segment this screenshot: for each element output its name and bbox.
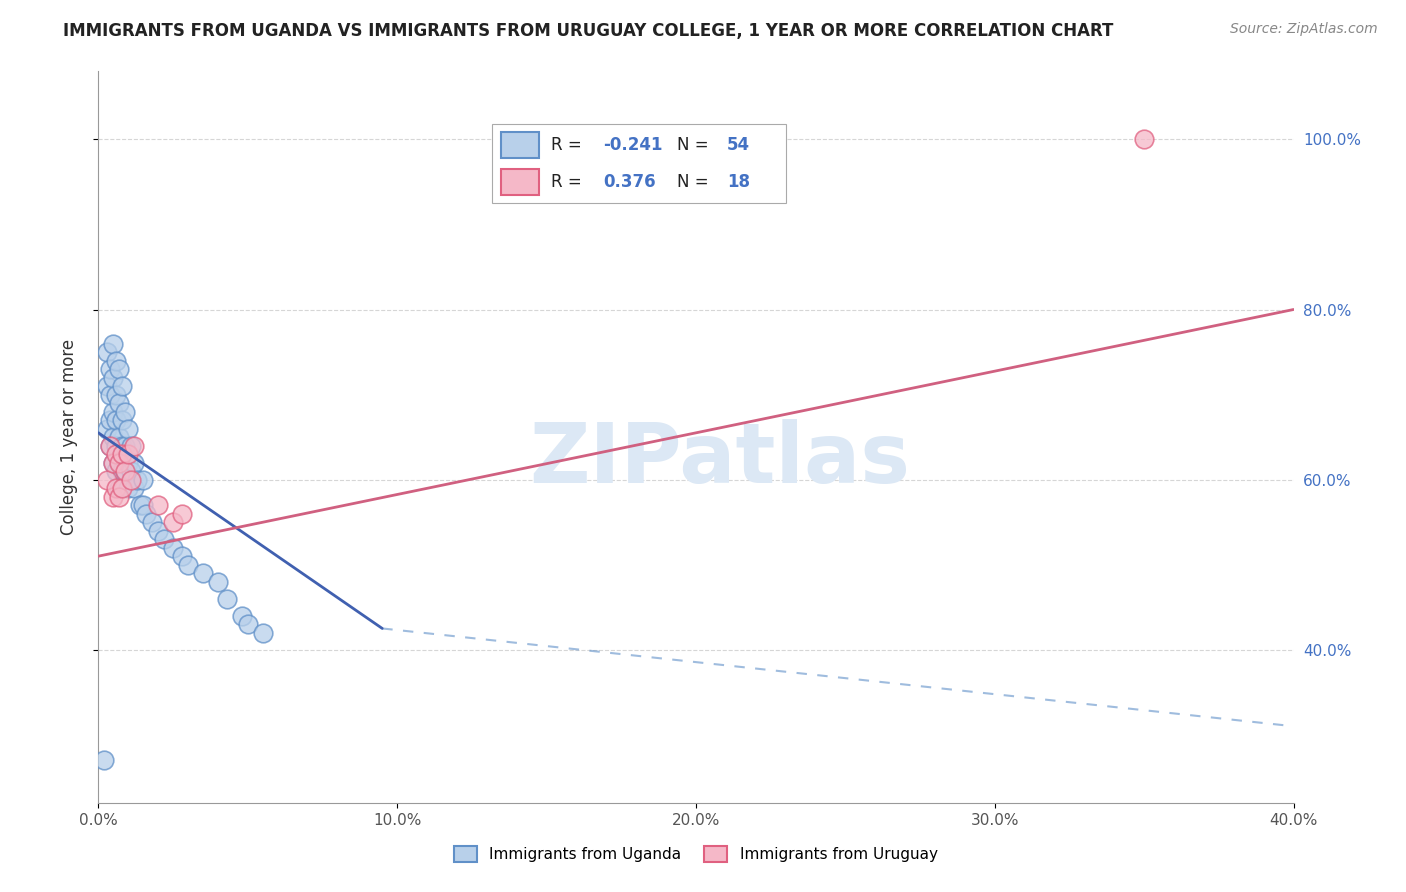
FancyBboxPatch shape — [501, 132, 538, 158]
Point — [120, 439, 142, 453]
Point — [108, 396, 131, 410]
Point — [124, 456, 146, 470]
Point — [105, 464, 128, 478]
Point — [172, 507, 194, 521]
Point — [108, 456, 131, 470]
Point — [120, 464, 142, 478]
Point — [98, 439, 122, 453]
Point — [111, 439, 134, 453]
Point — [236, 617, 259, 632]
Point — [108, 456, 131, 470]
Point — [124, 481, 146, 495]
Legend: Immigrants from Uganda, Immigrants from Uruguay: Immigrants from Uganda, Immigrants from … — [449, 840, 943, 868]
Point — [105, 439, 128, 453]
Point — [111, 379, 134, 393]
Point — [111, 413, 134, 427]
Point — [111, 464, 134, 478]
Point — [129, 498, 152, 512]
Point — [117, 481, 139, 495]
Text: N =: N = — [678, 136, 714, 154]
Point — [108, 362, 131, 376]
Text: R =: R = — [551, 173, 586, 191]
Point — [105, 413, 128, 427]
Point — [172, 549, 194, 563]
Point — [120, 473, 142, 487]
Text: 54: 54 — [727, 136, 751, 154]
Text: ZIPatlas: ZIPatlas — [530, 418, 910, 500]
Point — [111, 481, 134, 495]
Point — [96, 345, 118, 359]
Point — [103, 490, 125, 504]
Point — [252, 625, 274, 640]
Point — [1133, 132, 1156, 146]
Point — [105, 387, 128, 401]
Point — [148, 498, 170, 512]
Point — [105, 447, 128, 461]
Point — [98, 413, 122, 427]
Point — [108, 430, 131, 444]
Point — [98, 439, 122, 453]
Point — [127, 473, 149, 487]
Point — [117, 421, 139, 435]
Text: R =: R = — [551, 136, 586, 154]
Point — [124, 439, 146, 453]
Point — [114, 464, 136, 478]
Text: 0.376: 0.376 — [603, 173, 657, 191]
Point — [103, 336, 125, 351]
Text: IMMIGRANTS FROM UGANDA VS IMMIGRANTS FROM URUGUAY COLLEGE, 1 YEAR OR MORE CORREL: IMMIGRANTS FROM UGANDA VS IMMIGRANTS FRO… — [63, 22, 1114, 40]
Point — [103, 370, 125, 384]
Point — [108, 481, 131, 495]
Y-axis label: College, 1 year or more: College, 1 year or more — [59, 339, 77, 535]
Point — [135, 507, 157, 521]
Text: N =: N = — [678, 173, 714, 191]
Point — [96, 379, 118, 393]
Point — [162, 541, 184, 555]
Point — [207, 574, 229, 589]
Point — [231, 608, 253, 623]
Text: Source: ZipAtlas.com: Source: ZipAtlas.com — [1230, 22, 1378, 37]
Point — [98, 362, 122, 376]
Point — [96, 473, 118, 487]
Point — [117, 447, 139, 461]
FancyBboxPatch shape — [492, 124, 786, 203]
Point — [93, 753, 115, 767]
Point — [114, 464, 136, 478]
Point — [108, 490, 131, 504]
Point — [215, 591, 238, 606]
Point — [103, 404, 125, 418]
Point — [114, 439, 136, 453]
FancyBboxPatch shape — [501, 169, 538, 195]
Point — [114, 404, 136, 418]
Point — [177, 558, 200, 572]
Point — [162, 515, 184, 529]
Point — [103, 456, 125, 470]
Point — [141, 515, 163, 529]
Point — [111, 447, 134, 461]
Text: 18: 18 — [727, 173, 751, 191]
Point — [132, 473, 155, 487]
Point — [103, 430, 125, 444]
Point — [105, 481, 128, 495]
Point — [148, 524, 170, 538]
Point — [105, 353, 128, 368]
Point — [98, 387, 122, 401]
Point — [132, 498, 155, 512]
Point — [191, 566, 214, 581]
Text: -0.241: -0.241 — [603, 136, 664, 154]
Point — [103, 456, 125, 470]
Point — [153, 532, 176, 546]
Point — [96, 421, 118, 435]
Point — [117, 456, 139, 470]
